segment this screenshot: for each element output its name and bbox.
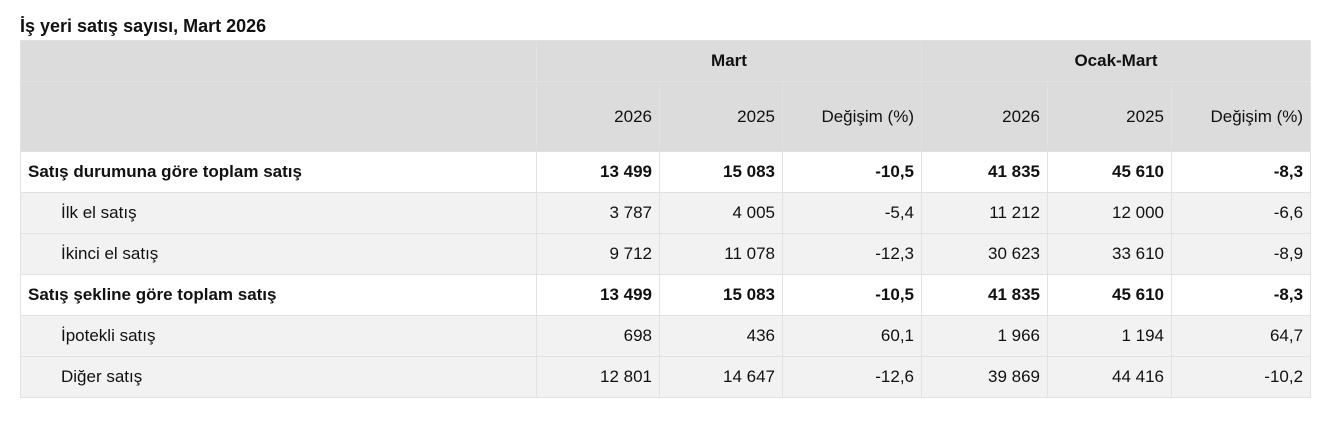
table-cell: 60,1 [782, 315, 922, 357]
table-cell: 1 966 [921, 315, 1048, 357]
table-cell: 39 869 [921, 356, 1048, 398]
group-header-mart: Mart [536, 40, 922, 82]
row-label: Diğer satış [20, 356, 537, 398]
group-header-row: Mart Ocak-Mart [20, 40, 1312, 82]
table-cell: 33 610 [1047, 233, 1172, 275]
table-cell: 13 499 [536, 151, 660, 193]
table-cell: 4 005 [659, 192, 783, 234]
row-label: İpotekli satış [20, 315, 537, 357]
table-cell: 45 610 [1047, 151, 1172, 193]
table-cell: 15 083 [659, 151, 783, 193]
table-cell: -5,4 [782, 192, 922, 234]
table-cell: -8,3 [1170, 274, 1312, 316]
table-cell: -12,3 [782, 233, 922, 275]
table-cell: 11 212 [921, 192, 1048, 234]
table-cell: -8,9 [1170, 233, 1312, 275]
table-row: İkinci el satış 9 712 11 078 -12,3 30 62… [20, 233, 1312, 275]
row-label: İkinci el satış [20, 233, 537, 275]
table-cell: 436 [659, 315, 783, 357]
table-cell: 44 416 [1047, 356, 1172, 398]
table-cell: 12 000 [1047, 192, 1172, 234]
table-row: İpotekli satış 698 436 60,1 1 966 1 194 … [20, 315, 1312, 357]
table-row: Satış durumuna göre toplam satış 13 499 … [20, 151, 1312, 193]
table-cell: 14 647 [659, 356, 783, 398]
table-cell: -10,5 [782, 151, 922, 193]
table-cell: 1 194 [1047, 315, 1172, 357]
table-title: İş yeri satış sayısı, Mart 2026 [20, 16, 267, 36]
column-header: 2025 [659, 81, 783, 152]
table-cell: 30 623 [921, 233, 1048, 275]
group-header-ocak-mart: Ocak-Mart [920, 40, 1312, 82]
column-header: 2025 [1047, 81, 1172, 152]
table-cell: 11 078 [659, 233, 783, 275]
table-row: İlk el satış 3 787 4 005 -5,4 11 212 12 … [20, 192, 1312, 234]
table-cell: 45 610 [1047, 274, 1172, 316]
table-cell: -8,3 [1170, 151, 1312, 193]
column-header: 2026 [536, 81, 660, 152]
column-header: 2026 [921, 81, 1048, 152]
column-header: Değişim (%) [1170, 81, 1312, 152]
row-label: Satış durumuna göre toplam satış [20, 151, 537, 193]
empty-header-cell [20, 81, 537, 152]
table-cell: -6,6 [1170, 192, 1312, 234]
sales-table: Mart Ocak-Mart 2026 2025 Değişim (%) 202… [20, 40, 1312, 398]
row-label: Satış şekline göre toplam satış [20, 274, 537, 316]
table-cell: 698 [536, 315, 660, 357]
column-header-row: 2026 2025 Değişim (%) 2026 2025 Değişim … [20, 81, 1312, 152]
table-cell: 3 787 [536, 192, 660, 234]
table-cell: -10,2 [1170, 356, 1312, 398]
table-cell: 9 712 [536, 233, 660, 275]
table-cell: 64,7 [1170, 315, 1312, 357]
table-cell: 41 835 [921, 151, 1048, 193]
table-cell: 12 801 [536, 356, 660, 398]
table-cell: 41 835 [921, 274, 1048, 316]
column-header: Değişim (%) [782, 81, 922, 152]
empty-header-cell [20, 40, 537, 82]
row-label: İlk el satış [20, 192, 537, 234]
table-cell: -10,5 [782, 274, 922, 316]
table-cell: -12,6 [782, 356, 922, 398]
table-row: Satış şekline göre toplam satış 13 499 1… [20, 274, 1312, 316]
table-cell: 13 499 [536, 274, 660, 316]
table-cell: 15 083 [659, 274, 783, 316]
table-row: Diğer satış 12 801 14 647 -12,6 39 869 4… [20, 356, 1312, 398]
